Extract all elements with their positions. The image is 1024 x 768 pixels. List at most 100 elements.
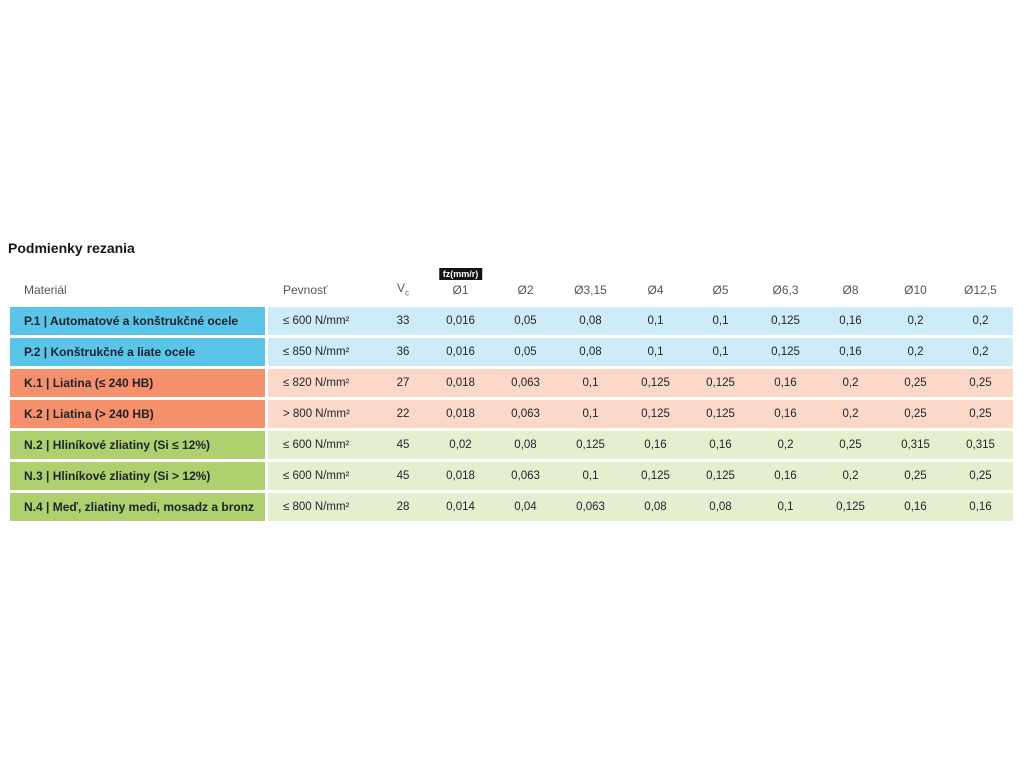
- column-header-diameter-2: Ø2: [493, 271, 558, 304]
- cutting-conditions-table: Materiál Pevnosť Vc fz(mm/r) Ø1 Ø2 Ø3,15 Ø4 Ø…: [10, 268, 1013, 524]
- material-cell: K.1 | Liatina (≤ 240 HB): [10, 369, 268, 397]
- strength-cell: > 800 N/mm²: [268, 400, 378, 428]
- fz-value-cell: 0,05: [493, 307, 558, 335]
- fz-value-cell: 0,04: [493, 493, 558, 521]
- diameter-label: Ø4: [647, 283, 664, 297]
- strength-cell: ≤ 820 N/mm²: [268, 369, 378, 397]
- fz-value-cell: 0,08: [493, 431, 558, 459]
- fz-value-cell: 0,125: [818, 493, 883, 521]
- diameter-label: Ø2: [517, 283, 534, 297]
- fz-value-cell: 0,1: [623, 338, 688, 366]
- fz-value-cell: 0,125: [688, 462, 753, 490]
- fz-value-cell: 0,08: [558, 307, 623, 335]
- fz-value-cell: 0,018: [428, 369, 493, 397]
- fz-value-cell: 0,16: [818, 307, 883, 335]
- fz-value-cell: 0,16: [818, 338, 883, 366]
- column-header-diameter-7: Ø8: [818, 271, 883, 304]
- fz-value-cell: 0,25: [883, 369, 948, 397]
- fz-value-cell: 0,1: [688, 307, 753, 335]
- fz-value-cell: 0,125: [753, 338, 818, 366]
- fz-value-cell: 0,125: [623, 369, 688, 397]
- fz-value-cell: 0,125: [558, 431, 623, 459]
- fz-value-cell: 0,1: [558, 369, 623, 397]
- diameter-label: Ø5: [712, 283, 729, 297]
- fz-value-cell: 0,1: [753, 493, 818, 521]
- column-header-diameter-9: Ø12,5: [948, 271, 1013, 304]
- fz-unit-badge: fz(mm/r): [438, 268, 483, 280]
- fz-value-cell: 0,08: [558, 338, 623, 366]
- table-row: K.1 | Liatina (≤ 240 HB) ≤ 820 N/mm² 27 …: [10, 369, 1013, 397]
- fz-value-cell: 0,125: [623, 462, 688, 490]
- column-header-strength: Pevnosť: [283, 283, 328, 297]
- fz-value-cell: 0,315: [883, 431, 948, 459]
- fz-value-cell: 0,2: [883, 307, 948, 335]
- strength-cell: ≤ 600 N/mm²: [268, 462, 378, 490]
- fz-value-cell: 0,016: [428, 307, 493, 335]
- fz-value-cell: 0,063: [493, 369, 558, 397]
- fz-value-cell: 0,02: [428, 431, 493, 459]
- fz-value-cell: 0,2: [883, 338, 948, 366]
- table-row: P.2 | Konštrukčné a liate ocele ≤ 850 N/…: [10, 338, 1013, 366]
- diameter-label: Ø3,15: [574, 283, 607, 297]
- vc-cell: 27: [378, 369, 428, 397]
- diameter-label: Ø10: [904, 283, 927, 297]
- fz-value-cell: 0,2: [948, 338, 1013, 366]
- strength-cell: ≤ 850 N/mm²: [268, 338, 378, 366]
- fz-value-cell: 0,1: [623, 307, 688, 335]
- fz-value-cell: 0,018: [428, 462, 493, 490]
- fz-value-cell: 0,1: [558, 400, 623, 428]
- column-header-diameter-4: Ø4: [623, 271, 688, 304]
- fz-value-cell: 0,2: [818, 400, 883, 428]
- diameter-label: Ø12,5: [964, 283, 997, 297]
- material-cell: P.1 | Automatové a konštrukčné ocele: [10, 307, 268, 335]
- fz-value-cell: 0,063: [558, 493, 623, 521]
- table-row: N.2 | Hliníkové zliatiny (Si ≤ 12%) ≤ 60…: [10, 431, 1013, 459]
- column-header-diameter-8: Ø10: [883, 271, 948, 304]
- fz-value-cell: 0,125: [688, 400, 753, 428]
- table-row: N.4 | Meď, zliatiny medi, mosadz a bronz…: [10, 493, 1013, 521]
- vc-cell: 45: [378, 431, 428, 459]
- vc-cell: 45: [378, 462, 428, 490]
- column-header-vc: Vc: [378, 271, 428, 304]
- material-cell: P.2 | Konštrukčné a liate ocele: [10, 338, 268, 366]
- fz-value-cell: 0,063: [493, 400, 558, 428]
- fz-value-cell: 0,315: [948, 431, 1013, 459]
- fz-value-cell: 0,25: [948, 369, 1013, 397]
- column-header-diameter-3: Ø3,15: [558, 271, 623, 304]
- fz-value-cell: 0,018: [428, 400, 493, 428]
- page-title: Podmienky rezania: [8, 240, 135, 256]
- diameter-label: Ø6,3: [772, 283, 799, 297]
- fz-value-cell: 0,25: [883, 462, 948, 490]
- table-row: N.3 | Hliníkové zliatiny (Si > 12%) ≤ 60…: [10, 462, 1013, 490]
- fz-value-cell: 0,16: [688, 431, 753, 459]
- vc-cell: 36: [378, 338, 428, 366]
- fz-value-cell: 0,125: [753, 307, 818, 335]
- fz-value-cell: 0,16: [753, 400, 818, 428]
- vc-cell: 22: [378, 400, 428, 428]
- strength-cell: ≤ 800 N/mm²: [268, 493, 378, 521]
- fz-value-cell: 0,1: [558, 462, 623, 490]
- material-cell: N.4 | Meď, zliatiny medi, mosadz a bronz: [10, 493, 268, 521]
- fz-value-cell: 0,1: [688, 338, 753, 366]
- fz-value-cell: 0,2: [948, 307, 1013, 335]
- fz-value-cell: 0,16: [623, 431, 688, 459]
- vc-cell: 28: [378, 493, 428, 521]
- fz-value-cell: 0,25: [948, 400, 1013, 428]
- fz-value-cell: 0,014: [428, 493, 493, 521]
- fz-value-cell: 0,063: [493, 462, 558, 490]
- column-header-diameter-5: Ø5: [688, 271, 753, 304]
- fz-value-cell: 0,16: [883, 493, 948, 521]
- table-row: P.1 | Automatové a konštrukčné ocele ≤ 6…: [10, 307, 1013, 335]
- fz-value-cell: 0,25: [948, 462, 1013, 490]
- fz-value-cell: 0,05: [493, 338, 558, 366]
- material-cell: N.2 | Hliníkové zliatiny (Si ≤ 12%): [10, 431, 268, 459]
- column-header-diameter-6: Ø6,3: [753, 271, 818, 304]
- fz-value-cell: 0,25: [818, 431, 883, 459]
- fz-value-cell: 0,2: [818, 462, 883, 490]
- table-body: P.1 | Automatové a konštrukčné ocele ≤ 6…: [10, 307, 1013, 521]
- table-header-row: Materiál Pevnosť Vc fz(mm/r) Ø1 Ø2 Ø3,15 Ø4 Ø…: [10, 268, 1013, 304]
- fz-value-cell: 0,125: [688, 369, 753, 397]
- column-header-diameter-1: fz(mm/r) Ø1: [428, 268, 493, 304]
- fz-value-cell: 0,016: [428, 338, 493, 366]
